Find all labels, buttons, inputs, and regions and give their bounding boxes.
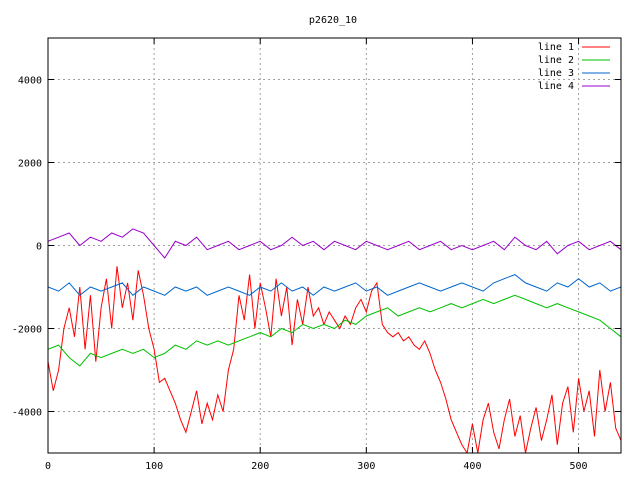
- x-tick-label: 400: [463, 461, 481, 472]
- series-line-3: [48, 274, 621, 296]
- series-line-2: [48, 294, 621, 367]
- x-tick-label: 100: [145, 461, 163, 472]
- y-tick-label: 2000: [18, 159, 42, 170]
- y-tick-label: 0: [36, 242, 42, 253]
- x-tick-label: 200: [251, 461, 269, 472]
- series-line-4: [48, 228, 621, 259]
- legend-label: line 1: [538, 42, 574, 53]
- legend-label: line 3: [538, 68, 574, 79]
- series-line-1: [48, 266, 621, 453]
- x-tick-label: 300: [357, 461, 375, 472]
- legend-label: line 4: [538, 81, 574, 92]
- legend-label: line 2: [538, 55, 574, 66]
- y-tick-label: -4000: [12, 408, 42, 419]
- legend: line 1 line 2 line 3 line 4: [538, 42, 610, 92]
- series-group: [48, 228, 621, 453]
- ticks: 0 100 200 300 400 500 -4000 -2000 0 2000 4000: [12, 38, 621, 472]
- y-tick-label: 4000: [18, 76, 42, 87]
- x-tick-label: 500: [570, 461, 588, 472]
- x-tick-label: 0: [45, 461, 51, 472]
- chart-title: p2620_10: [309, 15, 357, 26]
- y-tick-label: -2000: [12, 325, 42, 336]
